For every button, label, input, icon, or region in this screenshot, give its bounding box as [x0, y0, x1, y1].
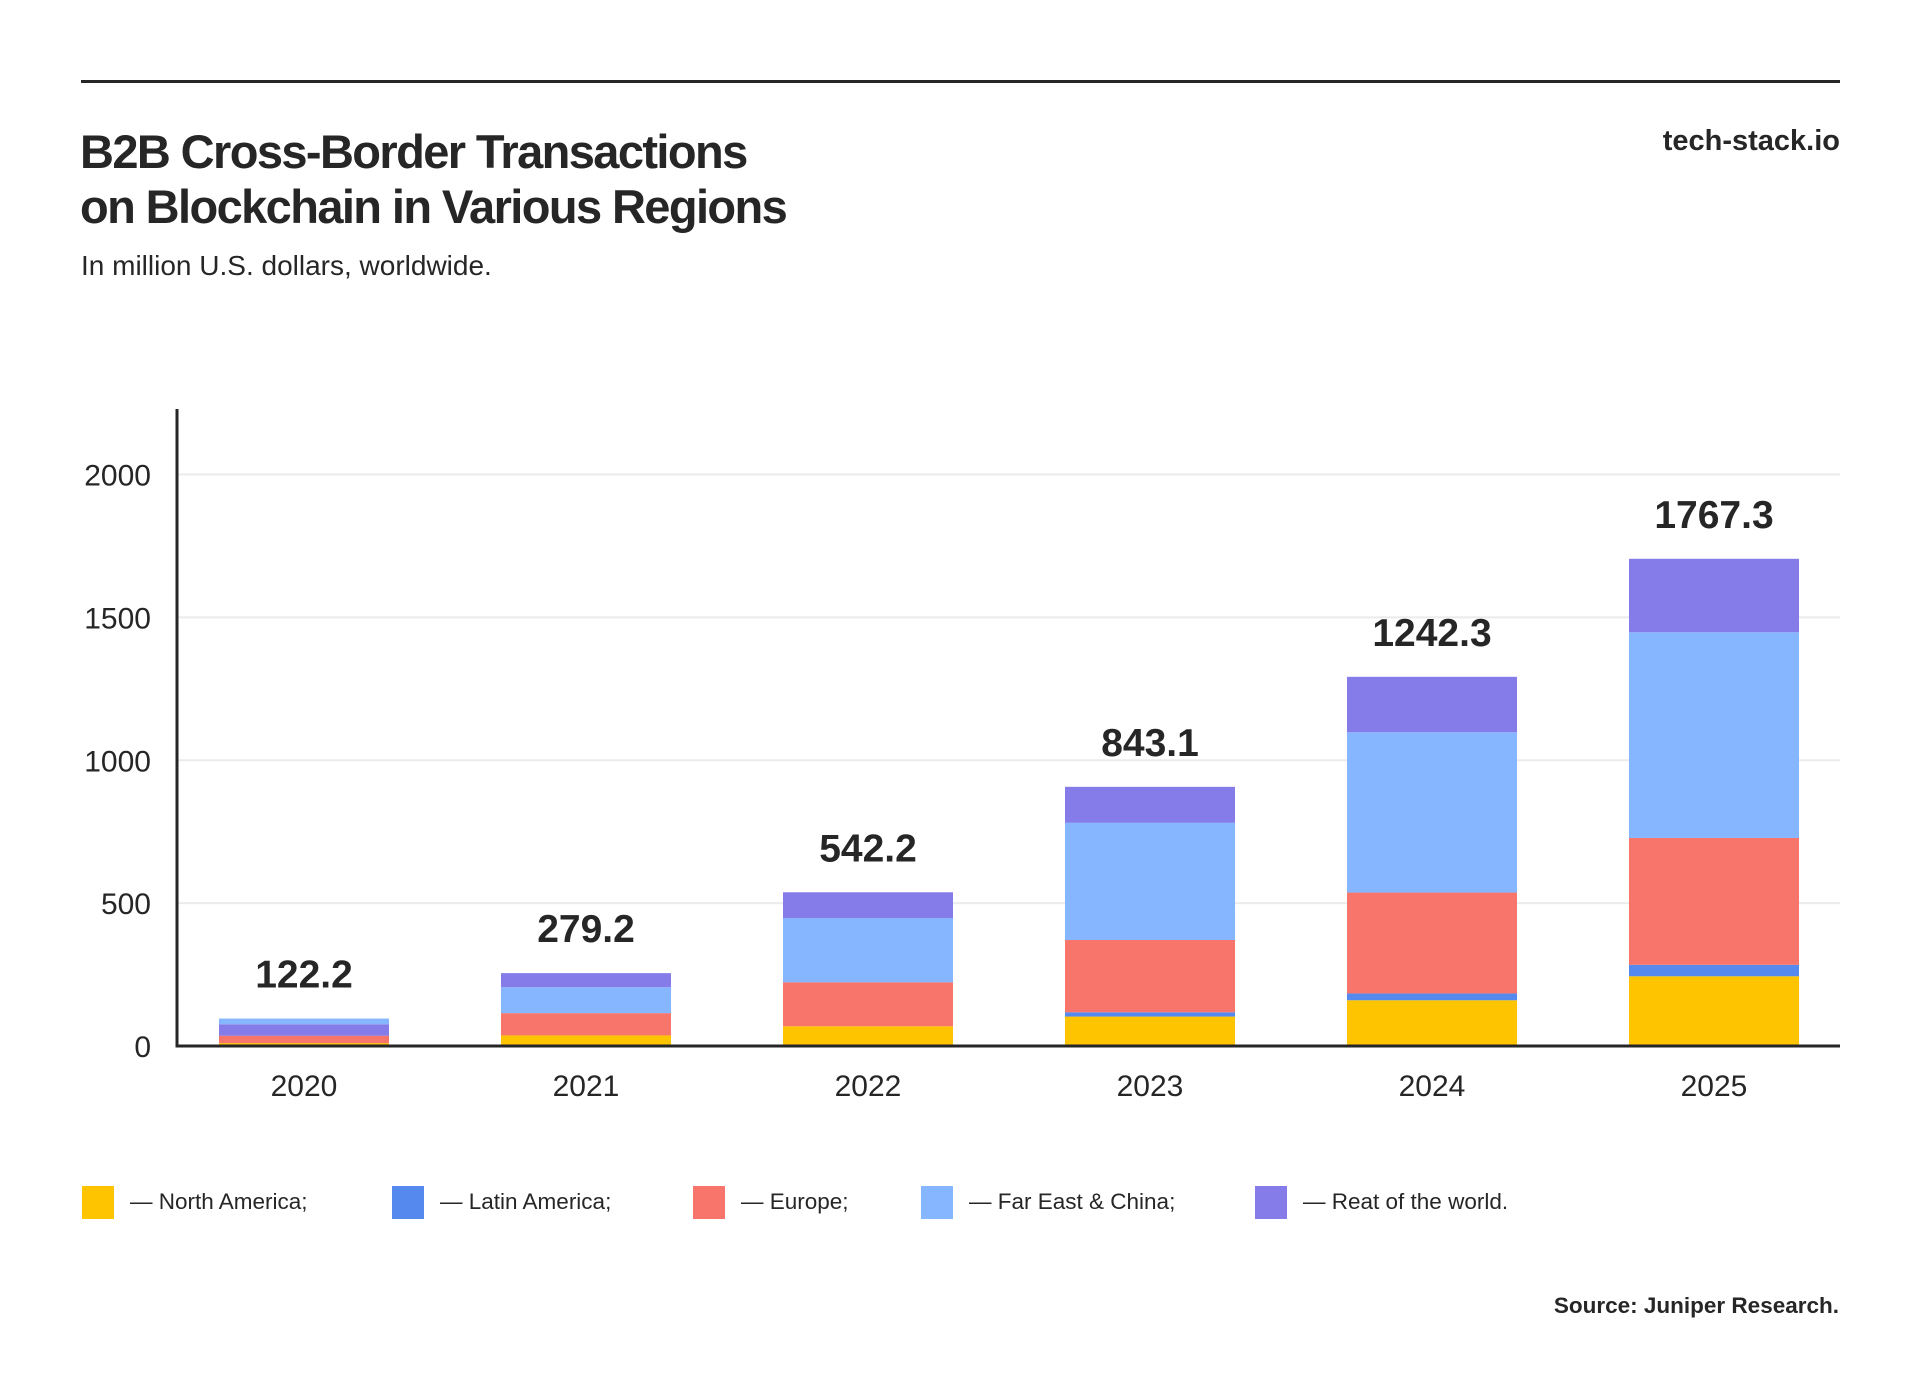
axes	[175, 409, 1840, 1048]
bar-segment-north-america-2025	[1629, 976, 1799, 1046]
legend-item-rest-of-world: — Reat of the world.	[1255, 1185, 1508, 1219]
legend-item-europe: — Europe;	[693, 1185, 849, 1219]
total-label-2021: 279.2	[537, 908, 635, 951]
legend-label-latin-america: — Latin America;	[440, 1189, 612, 1214]
tick-labels: 0 500 1000 1500 2000 2020 2021 2022 2023 2024 2025	[84, 460, 1747, 1104]
legend-label-north-america: — North America;	[130, 1189, 308, 1214]
legend-swatch-far-east-china	[921, 1185, 953, 1219]
x-tick-label-2023: 2023	[1117, 1070, 1184, 1103]
legend-item-far-east-china: — Far East & China;	[921, 1185, 1175, 1219]
bar-segment-far-east-china-2020	[219, 1018, 389, 1025]
bar-segment-far-east-china-2021	[501, 987, 671, 1014]
chart-title-line-1: B2B Cross-Border Transactions	[80, 125, 748, 178]
legend-item-latin-america: — Latin America;	[392, 1185, 611, 1219]
chart-title-line-2: on Blockchain in Various Regions	[80, 180, 788, 233]
legend-label-far-east-china: — Far East & China;	[969, 1189, 1176, 1214]
legend-swatch-north-america	[82, 1185, 114, 1219]
legend-swatch-rest-of-world	[1255, 1185, 1287, 1219]
y-tick-label: 1000	[84, 745, 151, 778]
bar-segment-rest-of-world-2022	[783, 892, 953, 918]
legend-label-europe: — Europe;	[741, 1189, 849, 1214]
bar-segment-rest-of-world-2024	[1347, 676, 1517, 733]
bar-segment-europe-2025	[1629, 837, 1799, 965]
total-label-2020: 122.2	[255, 954, 353, 997]
bar-segment-north-america-2023	[1065, 1016, 1235, 1046]
x-tick-label-2021: 2021	[553, 1070, 620, 1103]
bar-segment-rest-of-world-2020	[219, 1024, 389, 1036]
gridlines	[177, 473, 1840, 905]
bar-segment-rest-of-world-2023	[1065, 786, 1235, 823]
bar-segment-europe-2024	[1347, 892, 1517, 994]
chart-title: B2B Cross-Border Transactions on Blockch…	[80, 124, 788, 234]
legend-swatch-europe	[693, 1185, 725, 1219]
bar-segment-north-america-2021	[501, 1035, 671, 1046]
chart-subtitle: In million U.S. dollars, worldwide.	[81, 250, 492, 281]
x-tick-label-2024: 2024	[1399, 1070, 1466, 1103]
bar-segment-far-east-china-2024	[1347, 732, 1517, 893]
top-rule	[81, 80, 1840, 83]
bar-segment-far-east-china-2022	[783, 917, 953, 983]
bar-segment-europe-2022	[783, 982, 953, 1027]
total-labels: 122.2 279.2 542.2 843.1 1242.3 1767.3	[255, 494, 1773, 997]
bar-segment-europe-2021	[501, 1013, 671, 1036]
total-label-2024: 1242.3	[1372, 612, 1491, 655]
bar-segment-europe-2023	[1065, 939, 1235, 1013]
bars	[219, 558, 1799, 1046]
bar-segment-north-america-2022	[783, 1026, 953, 1046]
y-tick-label: 500	[101, 888, 151, 921]
x-tick-label-2022: 2022	[835, 1070, 902, 1103]
bar-segment-rest-of-world-2021	[501, 973, 671, 988]
source-note: Source: Juniper Research.	[1553, 1293, 1839, 1318]
brand-logo-text: tech-stack.io	[1662, 125, 1840, 157]
y-tick-label: 2000	[84, 460, 151, 493]
legend-item-north-america: — North America;	[82, 1185, 308, 1219]
y-tick-label: 0	[134, 1031, 151, 1064]
bar-segment-far-east-china-2025	[1629, 632, 1799, 838]
x-tick-label-2025: 2025	[1681, 1070, 1748, 1103]
y-tick-label: 1500	[84, 602, 151, 635]
bar-segment-latin-america-2023	[1065, 1012, 1235, 1017]
x-tick-label-2020: 2020	[271, 1070, 338, 1103]
total-label-2025: 1767.3	[1654, 494, 1773, 537]
bar-segment-far-east-china-2023	[1065, 822, 1235, 940]
bar-segment-latin-america-2024	[1347, 993, 1517, 1001]
bar-segment-europe-2020	[219, 1035, 389, 1044]
bar-segment-rest-of-world-2025	[1629, 558, 1799, 633]
total-label-2023: 843.1	[1101, 722, 1199, 765]
bar-segment-latin-america-2025	[1629, 964, 1799, 977]
total-label-2022: 542.2	[819, 827, 917, 870]
legend-label-rest-of-world: — Reat of the world.	[1303, 1189, 1509, 1214]
legend-swatch-latin-america	[392, 1185, 424, 1219]
bar-segment-north-america-2024	[1347, 1000, 1517, 1046]
